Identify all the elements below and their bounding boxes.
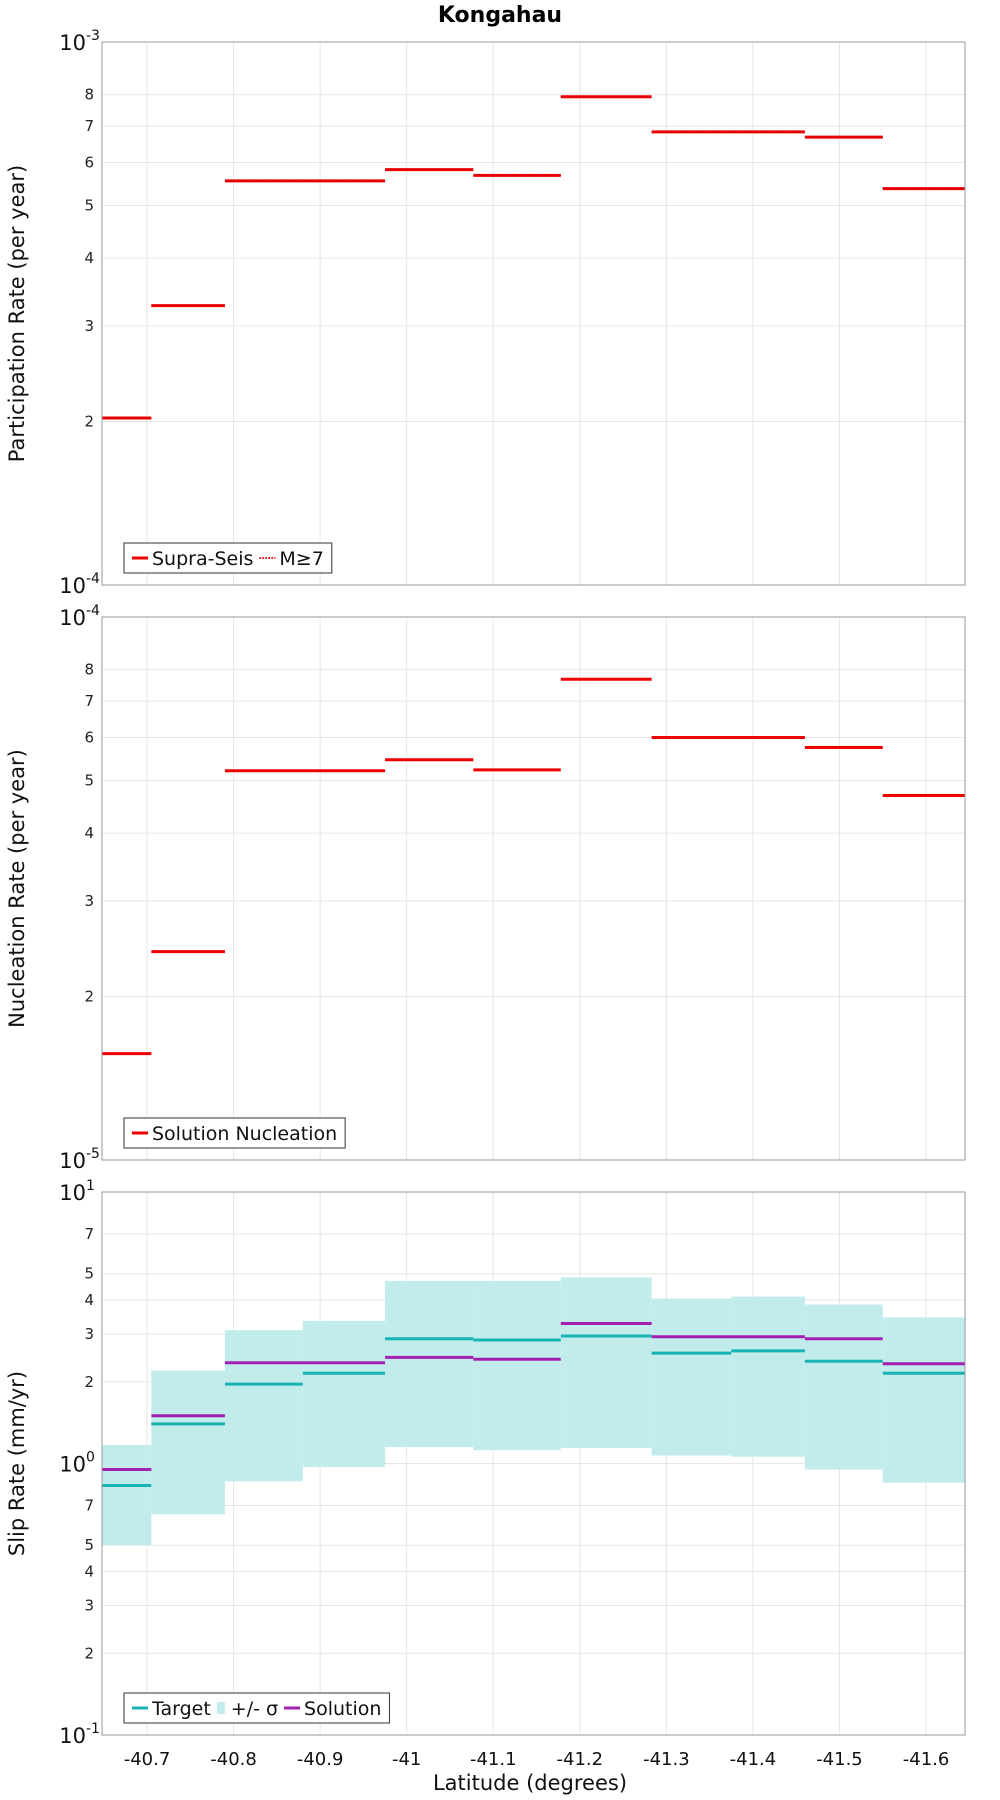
y-minor-tick-label: 7: [84, 1497, 94, 1515]
y-major-tick-label: 10: [59, 1149, 86, 1173]
chart-title: Kongahau: [438, 3, 562, 28]
plot-frame: [101, 41, 966, 586]
y-major-tick-label: 10: [59, 31, 86, 55]
x-tick-label: -41: [392, 1749, 421, 1770]
y-minor-tick-label: 2: [84, 988, 94, 1006]
legend-label: Supra-Seis: [152, 548, 253, 570]
y-minor-tick-label: 4: [84, 824, 94, 842]
y-minor-tick-label: 2: [84, 413, 94, 431]
y-minor-tick-label: 3: [84, 1596, 94, 1614]
y-minor-tick-label: 5: [84, 196, 94, 214]
y-minor-tick-label: 4: [84, 1563, 94, 1581]
legend-box: [123, 1692, 390, 1724]
y-minor-tick-label: 2: [84, 1644, 94, 1662]
sigma-band-segment: [473, 1281, 561, 1451]
y-minor-tick-label: 8: [84, 86, 94, 104]
sigma-band-segment: [102, 1444, 152, 1546]
y-major-tick-exponent: 1: [86, 1178, 95, 1194]
y-minor-tick-label: 3: [84, 892, 94, 910]
sigma-band-segment: [651, 1298, 732, 1456]
legend-label: +/- σ: [231, 1698, 278, 1720]
y-axis-title: Nucleation Rate (per year): [5, 749, 29, 1028]
x-tick-label: -41.2: [557, 1749, 604, 1770]
x-tick-label: -41.3: [643, 1749, 690, 1770]
y-minor-tick-label: 6: [84, 728, 94, 746]
y-axis-title: Participation Rate (per year): [5, 165, 29, 462]
y-major-tick-label: 10: [59, 1181, 86, 1205]
sigma-band-segment: [224, 1330, 303, 1482]
y-minor-tick-label: 8: [84, 661, 94, 679]
x-axis-title: Latitude (degrees): [433, 1771, 627, 1795]
y-minor-tick-label: 5: [84, 771, 94, 789]
legend-swatch: [216, 1702, 225, 1714]
y-minor-tick-label: 6: [84, 153, 94, 171]
sigma-band-segment: [385, 1281, 474, 1448]
legend: Solution Nucleation: [123, 1117, 346, 1149]
x-tick-label: -41.5: [816, 1749, 863, 1770]
x-tick-label: -40.8: [210, 1749, 257, 1770]
sigma-band-segment: [560, 1277, 652, 1449]
y-minor-tick-label: 4: [84, 249, 94, 267]
y-axis-title: Slip Rate (mm/yr): [5, 1371, 29, 1556]
legend-label: Solution: [304, 1698, 381, 1720]
y-major-tick-label: 10: [59, 606, 86, 630]
legend: Target +/- σ Solution: [123, 1692, 390, 1724]
sigma-band-segment: [151, 1370, 225, 1515]
legend: Supra-Seis M≥7: [123, 542, 333, 574]
y-major-tick-label: 10: [59, 1724, 86, 1748]
sigma-band-segment: [804, 1304, 883, 1470]
y-major-tick-exponent: -5: [86, 1146, 100, 1162]
sigma-band-segment: [731, 1296, 805, 1457]
y-minor-tick-label: 5: [84, 1536, 94, 1554]
x-tick-label: -41.6: [903, 1749, 950, 1770]
x-tick-label: -40.7: [124, 1749, 171, 1770]
x-tick-label: -41.1: [470, 1749, 517, 1770]
y-minor-tick-label: 3: [84, 1325, 94, 1343]
y-major-tick-label: 10: [59, 574, 86, 598]
y-major-tick-exponent: -1: [86, 1721, 100, 1737]
y-minor-tick-label: 7: [84, 692, 94, 710]
y-major-tick-exponent: -3: [86, 28, 100, 44]
legend-box: [123, 1117, 346, 1149]
x-tick-label: -40.9: [297, 1749, 344, 1770]
y-major-tick-exponent: 0: [86, 1450, 95, 1466]
legend-box: [123, 542, 333, 574]
legend-label: Solution Nucleation: [152, 1123, 337, 1145]
y-minor-tick-label: 5: [84, 1265, 94, 1283]
plot-frame: [101, 1191, 966, 1736]
y-minor-tick-label: 4: [84, 1291, 94, 1309]
y-minor-tick-label: 7: [84, 1225, 94, 1243]
y-major-tick-label: 10: [59, 1453, 86, 1477]
legend-label: M≥7: [279, 548, 323, 570]
y-minor-tick-label: 7: [84, 117, 94, 135]
y-major-tick-exponent: -4: [86, 603, 100, 619]
sigma-band-segment: [302, 1320, 386, 1468]
plot-frame: [101, 616, 966, 1161]
y-minor-tick-label: 3: [84, 317, 94, 335]
x-tick-label: -41.4: [730, 1749, 777, 1770]
sigma-band-segment: [882, 1317, 965, 1483]
legend-label: Target: [151, 1698, 211, 1720]
y-major-tick-exponent: -4: [86, 571, 100, 587]
y-minor-tick-label: 2: [84, 1373, 94, 1391]
